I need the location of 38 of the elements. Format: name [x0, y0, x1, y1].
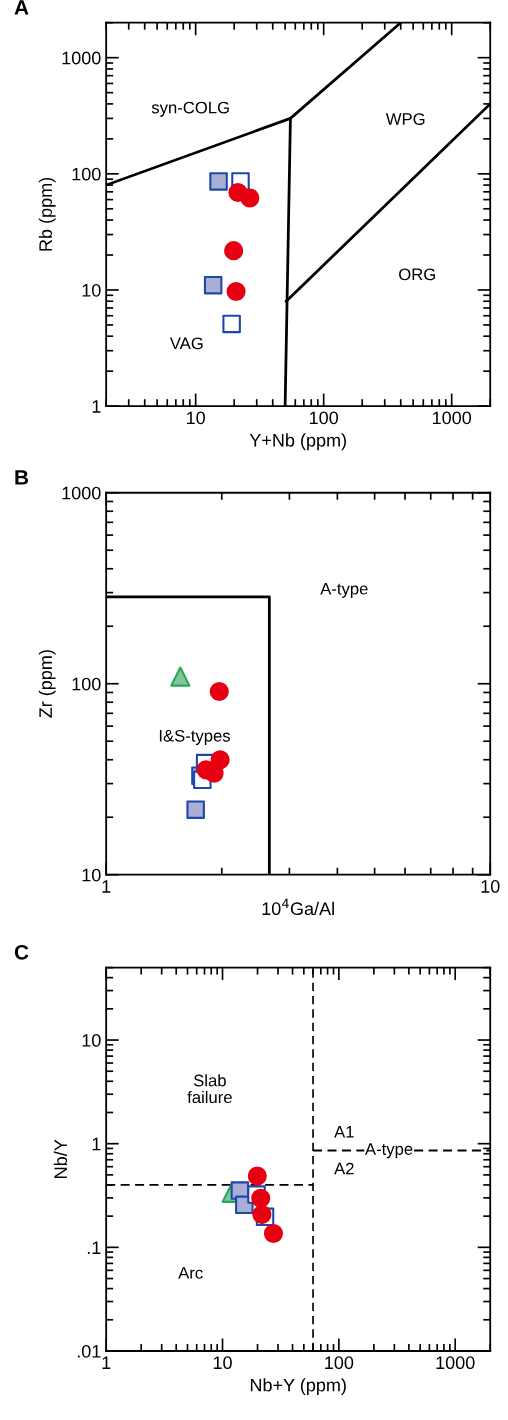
chart-title: B — [15, 470, 29, 485]
annotation: Slab failure — [187, 1074, 232, 1104]
annotation: VAG — [169, 337, 203, 350]
y-tick-label: .1 — [87, 1241, 101, 1254]
chart-title: C — [14, 944, 29, 960]
x-axis-title: Nb+Y (ppm) — [250, 1378, 346, 1396]
y-tick-label: 1 — [92, 1137, 101, 1151]
x-tick-label: 10 — [186, 411, 205, 425]
annotation: Arc — [178, 1267, 203, 1279]
y-tick-label: 10 — [82, 283, 101, 297]
y-tick-label: 10 — [82, 1033, 101, 1047]
x-tick-label: 1 — [102, 1356, 111, 1369]
x-tick-label: 10 — [213, 1356, 232, 1370]
chart-title: A — [14, 0, 29, 15]
annotation: I&S-types — [159, 729, 231, 745]
y-tick-label: 1 — [92, 400, 101, 413]
y-axis-title: Rb (ppm) — [38, 177, 56, 251]
x-tick-label: 100 — [309, 411, 339, 425]
x-axis-title: 10$^{4}$Ga/Al — [262, 898, 334, 916]
annotation: A-type — [320, 582, 368, 598]
annotation: ORG — [399, 268, 435, 281]
y-tick-label: 1000 — [62, 486, 101, 500]
annotation: A2 — [334, 1162, 354, 1175]
x-tick-label: 1000 — [432, 411, 472, 425]
x-tick-label: 100 — [325, 1356, 354, 1370]
annotation: A1 — [334, 1126, 354, 1138]
y-tick-label: 100 — [72, 167, 101, 181]
y-tick-label: 1000 — [62, 51, 101, 65]
x-tick-label: 1000 — [436, 1356, 475, 1370]
y-tick-label: 10 — [82, 868, 101, 882]
y-axis-title: Nb/Y — [53, 1139, 68, 1178]
annotation: WPG — [385, 113, 425, 125]
x-axis-title: Y+Nb (ppm) — [249, 433, 346, 451]
annotation: A-type — [364, 1143, 413, 1159]
y-tick-label: .01 — [77, 1344, 101, 1358]
y-axis-title: Zr (ppm) — [38, 650, 56, 718]
y-tick-label: 100 — [72, 677, 101, 691]
annotation: syn-COLG — [151, 101, 229, 117]
